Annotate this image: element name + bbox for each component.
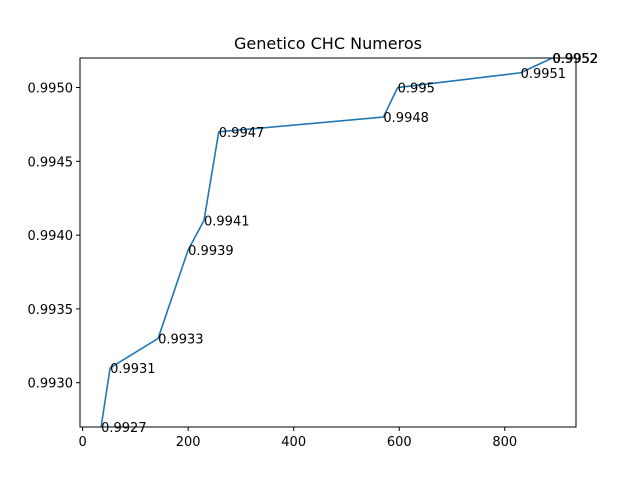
series-line [100, 58, 554, 427]
data-label: 0.9948 [383, 111, 429, 126]
data-label: 0.9939 [188, 244, 234, 259]
data-label: 0.9947 [219, 126, 265, 141]
y-tick-label: 0.9935 [28, 303, 74, 318]
y-tick-label: 0.9945 [28, 155, 74, 170]
x-tick-label: 400 [281, 435, 306, 450]
data-label: 0.9952 [552, 52, 598, 67]
y-tick-label: 0.9940 [28, 229, 74, 244]
x-tick-label: 200 [176, 435, 201, 450]
x-tick-label: 800 [492, 435, 517, 450]
data-label: 0.9927 [101, 421, 147, 436]
data-label: 0.9931 [110, 362, 156, 377]
plot-frame [79, 57, 577, 428]
x-tick-label: 0 [78, 435, 86, 450]
data-label: 0.995 [398, 82, 435, 97]
data-label: 0.9951 [521, 67, 567, 82]
data-label: 0.9933 [158, 332, 204, 347]
series-layer [100, 58, 554, 427]
y-tick-label: 0.9930 [28, 377, 74, 392]
x-tick-label: 600 [387, 435, 412, 450]
axes: 0 200 400 600 800 0.9930 0.9935 0.9940 0.9945 0.9… [28, 57, 577, 450]
y-tick-label: 0.9950 [28, 82, 74, 97]
data-label: 0.9941 [204, 214, 250, 229]
chart-title: Genetico CHC Numeros [234, 34, 422, 53]
